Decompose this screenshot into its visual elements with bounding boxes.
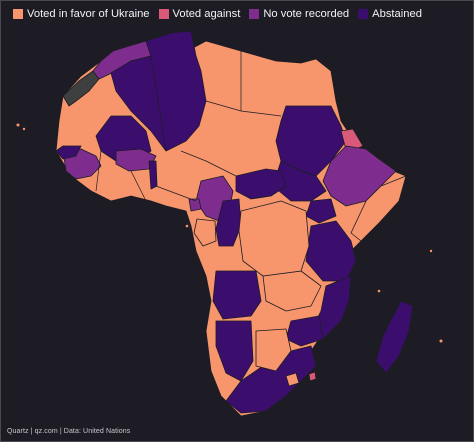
legend-label-against: Voted against xyxy=(172,8,241,20)
region-eswatini xyxy=(308,371,317,382)
region-uganda xyxy=(305,198,337,224)
region-somalia xyxy=(350,175,407,242)
island-cape-verde-2 xyxy=(22,127,26,131)
region-mozambique xyxy=(310,275,352,342)
region-eq-guinea xyxy=(188,198,202,212)
region-senegal xyxy=(55,145,82,160)
island-seychelles xyxy=(429,249,433,253)
source-credit: Quartz | qz.com | Data: United Nations xyxy=(7,428,131,435)
region-angola xyxy=(212,270,262,320)
legend: Voted in favor of Ukraine Voted against … xyxy=(13,8,422,20)
region-car xyxy=(235,168,287,200)
legend-swatch-abstained xyxy=(358,9,369,19)
island-cape-verde xyxy=(16,123,20,127)
legend-item-abstained: Abstained xyxy=(358,8,422,20)
legend-item-favor: Voted in favor of Ukraine xyxy=(13,8,150,20)
island-sao-tome xyxy=(185,224,189,228)
region-botswana xyxy=(255,328,292,372)
legend-swatch-against xyxy=(158,9,169,19)
region-gabon xyxy=(193,218,217,247)
region-togo xyxy=(148,160,158,190)
legend-label-favor: Voted in favor of Ukraine xyxy=(27,8,150,20)
region-tanzania xyxy=(305,220,357,282)
legend-item-against: Voted against xyxy=(158,8,241,20)
region-congo xyxy=(215,198,242,247)
region-burkina xyxy=(115,148,157,172)
legend-item-no-vote: No vote recorded xyxy=(249,8,349,20)
region-algeria xyxy=(110,30,207,152)
region-lesotho xyxy=(285,372,300,387)
region-madagascar xyxy=(375,300,414,374)
legend-label-abstained: Abstained xyxy=(372,8,422,20)
country-borders xyxy=(95,51,282,202)
island-comoros xyxy=(377,289,381,293)
region-drc xyxy=(238,200,310,277)
legend-label-no-vote: No vote recorded xyxy=(263,8,350,20)
island-mauritius xyxy=(439,339,443,343)
region-western-sahara xyxy=(62,70,100,107)
legend-swatch-favor xyxy=(13,9,23,19)
legend-swatch-no-vote xyxy=(249,9,260,19)
